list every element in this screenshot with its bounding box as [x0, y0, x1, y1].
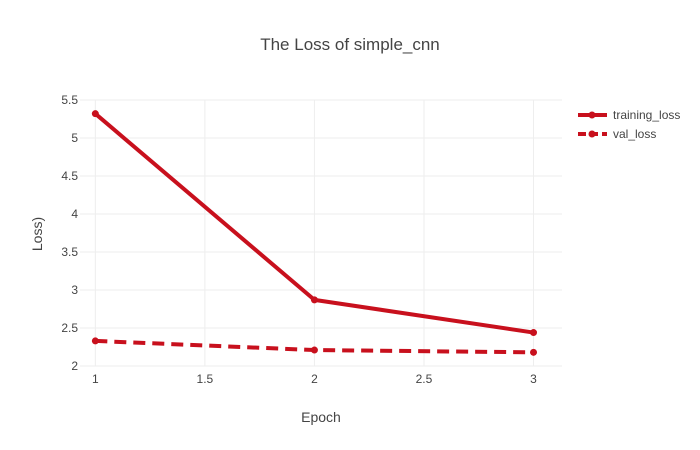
y-tick-label: 3 — [71, 283, 78, 297]
y-tick-labels: 2 2.5 3 3.5 4 4.5 5 5.5 — [61, 93, 78, 373]
x-tick-label: 1 — [92, 372, 99, 386]
x-tick-labels: 1 1.5 2 2.5 3 — [92, 372, 537, 386]
series-lines — [91, 110, 538, 356]
y-tick-label: 4 — [71, 207, 78, 221]
data-point[interactable] — [91, 337, 99, 345]
x-tick-label: 3 — [530, 372, 537, 386]
legend-label: training_loss — [613, 108, 680, 122]
series-training-loss — [91, 110, 538, 337]
legend-marker — [588, 111, 596, 119]
y-axis-title: Loss) — [29, 217, 45, 251]
x-axis-title: Epoch — [301, 409, 341, 425]
x-tick-label: 1.5 — [197, 372, 214, 386]
y-tick-label: 5 — [71, 131, 78, 145]
y-tick-label: 4.5 — [61, 169, 78, 183]
y-tick-label: 3.5 — [61, 245, 78, 259]
legend[interactable]: training_loss val_loss — [578, 108, 680, 141]
y-tick-label: 2.5 — [61, 321, 78, 335]
legend-marker — [588, 130, 596, 138]
x-tick-label: 2.5 — [416, 372, 433, 386]
y-tick-label: 2 — [71, 359, 78, 373]
y-tick-label: 5.5 — [61, 93, 78, 107]
data-point[interactable] — [91, 110, 99, 118]
legend-item-val-loss[interactable]: val_loss — [578, 127, 656, 141]
data-point[interactable] — [310, 346, 318, 354]
x-tick-label: 2 — [311, 372, 318, 386]
series-val-loss — [91, 337, 538, 356]
data-point[interactable] — [530, 348, 538, 356]
data-point[interactable] — [310, 296, 318, 304]
chart-title: The Loss of simple_cnn — [260, 35, 440, 54]
grid — [80, 99, 562, 367]
data-point[interactable] — [530, 329, 538, 337]
legend-label: val_loss — [613, 127, 656, 141]
legend-item-training-loss[interactable]: training_loss — [578, 108, 680, 122]
